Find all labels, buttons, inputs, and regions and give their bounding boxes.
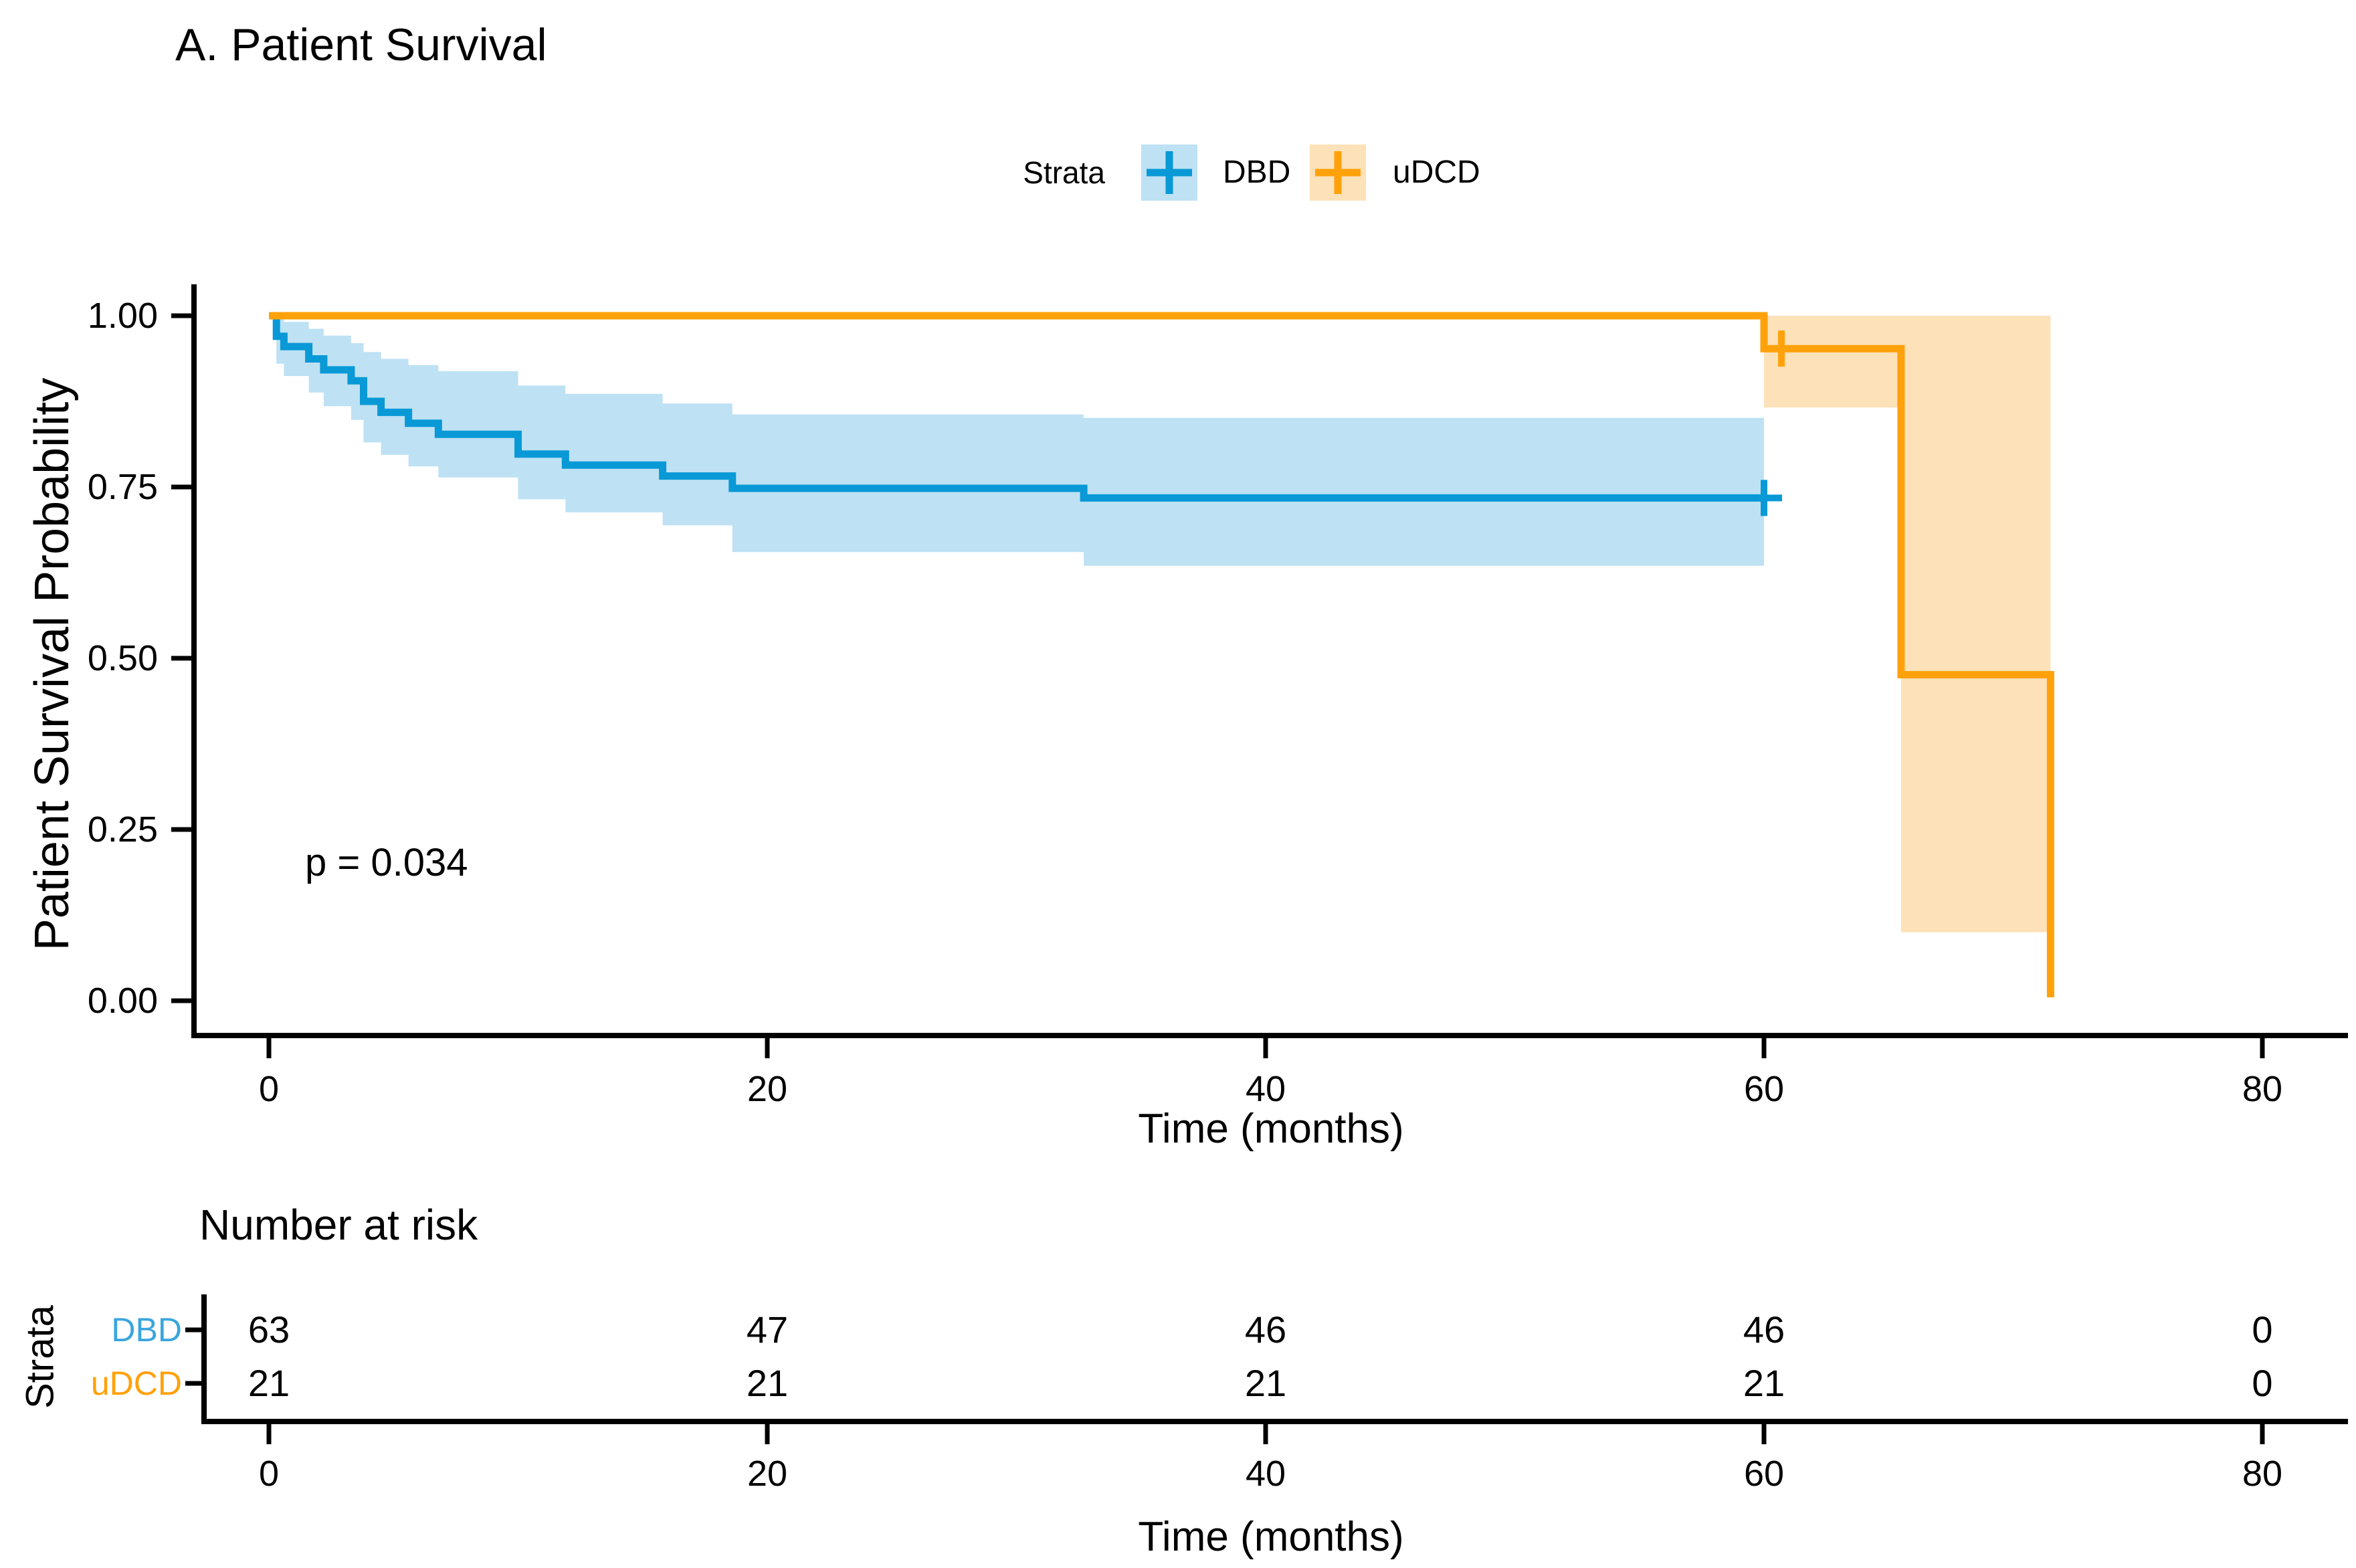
legend-title: Strata <box>1023 155 1105 190</box>
risk-x-tick-label: 40 <box>1245 1454 1286 1494</box>
risk-count: 21 <box>1743 1362 1785 1404</box>
risk-count: 21 <box>746 1362 789 1404</box>
risk-x-tick-label: 60 <box>1743 1454 1785 1494</box>
risk-table-title: Number at risk <box>199 1201 478 1249</box>
x-tick-label: 60 <box>1743 1069 1785 1109</box>
risk-x-tick-label: 0 <box>258 1454 280 1494</box>
y-tick-label: 1.00 <box>87 296 158 336</box>
risk-count: 0 <box>2252 1362 2273 1404</box>
x-axis-label: Time (months) <box>1138 1106 1404 1152</box>
y-tick-label: 0.75 <box>87 467 158 507</box>
risk-count: 46 <box>1244 1308 1287 1351</box>
risk-row-label-udcd: uDCD <box>90 1365 182 1402</box>
x-tick-label: 0 <box>258 1069 280 1109</box>
y-tick-label: 0.00 <box>87 981 158 1021</box>
y-tick-label: 0.25 <box>87 809 158 850</box>
risk-count: 21 <box>248 1362 290 1404</box>
figure-title: A. Patient Survival <box>175 19 547 70</box>
p-value-annotation: p = 0.034 <box>305 841 468 884</box>
risk-count: 63 <box>248 1308 290 1351</box>
x-tick-label: 80 <box>2242 1069 2283 1109</box>
legend-key-dbd-icon <box>1141 144 1197 201</box>
risk-count: 21 <box>1244 1362 1287 1404</box>
risk-count: 47 <box>746 1308 789 1351</box>
x-tick-label: 20 <box>747 1069 788 1109</box>
risk-table-axis-label: Strata <box>18 1305 62 1409</box>
risk-table-x-axis-label: Time (months) <box>1138 1514 1404 1560</box>
risk-row-label-dbd: DBD <box>111 1311 182 1349</box>
risk-x-tick-label: 20 <box>747 1454 788 1494</box>
y-tick-label: 0.50 <box>87 638 158 678</box>
legend-label-dbd: DBD <box>1223 155 1291 190</box>
legend-key-udcd-icon <box>1310 144 1366 201</box>
legend-label-udcd: uDCD <box>1393 155 1480 190</box>
x-tick-label: 40 <box>1245 1069 1286 1109</box>
risk-count: 46 <box>1743 1308 1785 1351</box>
risk-x-tick-label: 80 <box>2242 1454 2283 1494</box>
risk-count: 0 <box>2252 1308 2273 1351</box>
